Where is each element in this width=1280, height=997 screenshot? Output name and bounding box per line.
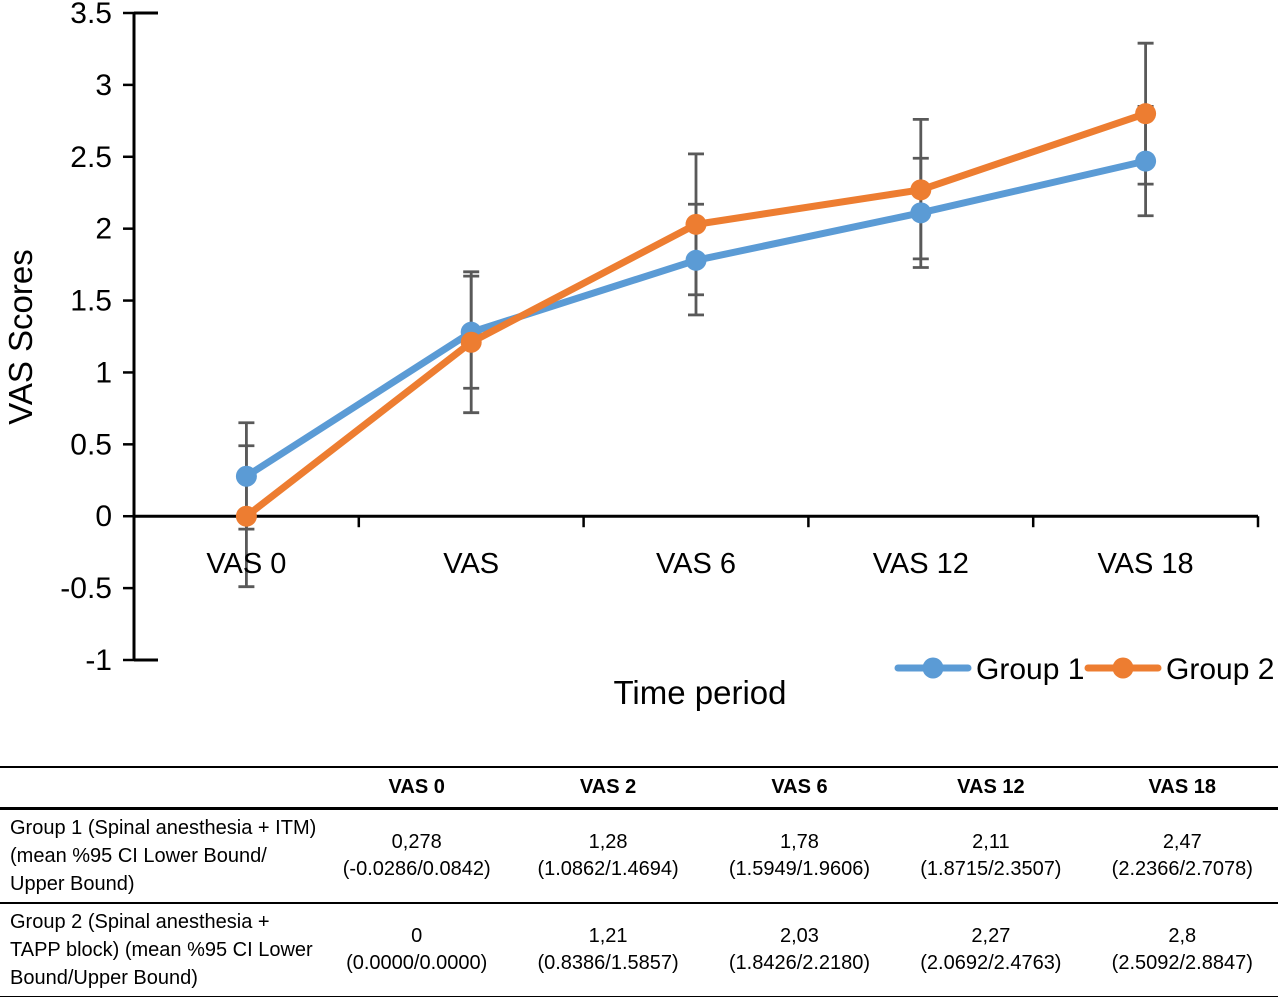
- row-label-line: Group 2 (Spinal anesthesia +: [10, 911, 270, 933]
- y-tick-label: 1.5: [70, 285, 112, 318]
- cell-ci: (1.5949/1.9606): [728, 858, 871, 880]
- data-point-marker-group-2: [910, 179, 932, 201]
- table-cell: 2,11 (1.8715/2.3507): [895, 809, 1086, 904]
- axes: [123, 11, 1260, 662]
- x-category-label: VAS 0: [206, 548, 286, 580]
- legend-label: Group 2: [1166, 653, 1274, 686]
- x-category-label: VAS 6: [656, 548, 736, 580]
- cell-mean: 2,27: [971, 925, 1011, 947]
- y-tick-label: 3: [95, 69, 112, 102]
- cell-ci: (0.0000/0.0000): [346, 952, 488, 974]
- table-cell: 1,78 (1.5949/1.9606): [704, 809, 895, 904]
- table-cell: 2,47 (2.2366/2.7078): [1087, 809, 1278, 904]
- cell-mean: 2,47: [1162, 831, 1202, 853]
- row-label-line: TAPP block) (mean %95 CI Lower: [10, 939, 313, 961]
- table-cell: 2,03 (1.8426/2.2180): [704, 903, 895, 997]
- data-point-marker-group-2: [1135, 103, 1157, 125]
- row-label-line: (mean %95 CI Lower Bound/: [10, 845, 267, 867]
- row-label-line: Group 1 (Spinal anesthesia + ITM): [10, 817, 317, 839]
- legend-item-group-1: Group 1: [894, 653, 1084, 686]
- x-axis-title: Time period: [613, 674, 786, 711]
- legend-marker-dot: [1112, 657, 1134, 679]
- cell-mean: 1,78: [780, 831, 819, 853]
- x-category-label: VAS 18: [1097, 548, 1193, 580]
- table-cell: 2,8 (2.5092/2.8847): [1087, 903, 1278, 997]
- cell-mean: 1,28: [588, 831, 628, 853]
- col-header-vas18: VAS 18: [1086, 767, 1278, 810]
- cell-ci: (1.0862/1.4694): [537, 858, 679, 880]
- cell-ci: (1.8426/2.2180): [728, 952, 871, 974]
- data-point-marker-group-2: [460, 331, 482, 353]
- cell-mean: 1,21: [588, 925, 628, 947]
- col-header-vas6: VAS 6: [703, 767, 896, 810]
- cell-mean: 0,278: [391, 831, 442, 853]
- data-point-marker-group-1: [685, 249, 707, 271]
- y-tick-label: 1: [95, 356, 112, 389]
- legend-label: Group 1: [976, 653, 1084, 686]
- cell-ci: (2.5092/2.8847): [1111, 952, 1253, 974]
- cell-ci: (-0.0286/0.0842): [342, 858, 491, 880]
- col-header-vas2: VAS 2: [512, 767, 704, 810]
- table-corner-cell: [0, 767, 321, 810]
- y-tick-label: 2.5: [70, 141, 112, 174]
- table-cell: 0 (0.0000/0.0000): [321, 903, 512, 997]
- row-label-group-1: Group 1 (Spinal anesthesia + ITM) (mean …: [0, 809, 321, 904]
- table-row-group-2: Group 2 (Spinal anesthesia + TAPP block)…: [0, 903, 1278, 997]
- x-category-label: VAS: [443, 548, 499, 580]
- y-tick-label: -1: [85, 644, 112, 677]
- table-cell: 0,278 (-0.0286/0.0842): [321, 809, 512, 904]
- table-cell: 1,21 (0.8386/1.5857): [512, 903, 703, 997]
- cell-mean: 0: [411, 925, 423, 947]
- cell-ci: (2.2366/2.7078): [1111, 858, 1253, 880]
- y-tick-label: 0.5: [70, 428, 112, 461]
- data-point-marker-group-2: [235, 505, 257, 527]
- y-axis-title: VAS Scores: [2, 249, 39, 424]
- table-row-group-1: Group 1 (Spinal anesthesia + ITM) (mean …: [0, 809, 1278, 904]
- col-header-vas12: VAS 12: [895, 767, 1087, 810]
- data-point-marker-group-1: [235, 465, 257, 487]
- cell-mean: 2,11: [972, 831, 1010, 853]
- legend-marker-dot: [922, 657, 944, 679]
- table-cell: 2,27 (2.0692/2.4763): [895, 903, 1086, 997]
- cell-mean: 2,03: [780, 925, 819, 947]
- vas-scores-line-chart: 3.5 3 2.5 2 1.5 1 0.5 0 -0.5 -1 VAS 0 VAS VAS 6 VAS 1…: [2, 0, 1274, 711]
- x-category-label: VAS 12: [873, 548, 969, 580]
- legend-item-group-2: Group 2: [1084, 653, 1274, 686]
- row-label-line: Upper Bound): [10, 873, 135, 895]
- table-header-row: VAS 0 VAS 2 VAS 6 VAS 12 VAS 18: [0, 767, 1278, 810]
- table-cell: 1,28 (1.0862/1.4694): [512, 809, 703, 904]
- data-point-marker-group-1: [1135, 150, 1157, 172]
- row-label-line: Bound/Upper Bound): [10, 967, 198, 989]
- cell-ci: (2.0692/2.4763): [920, 952, 1062, 974]
- col-header-vas0: VAS 0: [321, 767, 513, 810]
- cell-mean: 2,8: [1168, 925, 1197, 947]
- data-point-marker-group-2: [685, 213, 707, 235]
- row-label-group-2: Group 2 (Spinal anesthesia + TAPP block)…: [0, 903, 321, 997]
- y-tick-label: -0.5: [60, 572, 112, 605]
- summary-table: VAS 0 VAS 2 VAS 6 VAS 12 VAS 18 Group 1 …: [0, 766, 1278, 997]
- y-tick-label: 0: [95, 500, 112, 533]
- cell-ci: (0.8386/1.5857): [537, 952, 679, 974]
- y-tick-label: 2: [95, 213, 112, 246]
- cell-ci: (1.8715/2.3507): [920, 858, 1062, 880]
- data-point-marker-group-1: [910, 202, 932, 224]
- y-tick-label: 3.5: [70, 0, 112, 30]
